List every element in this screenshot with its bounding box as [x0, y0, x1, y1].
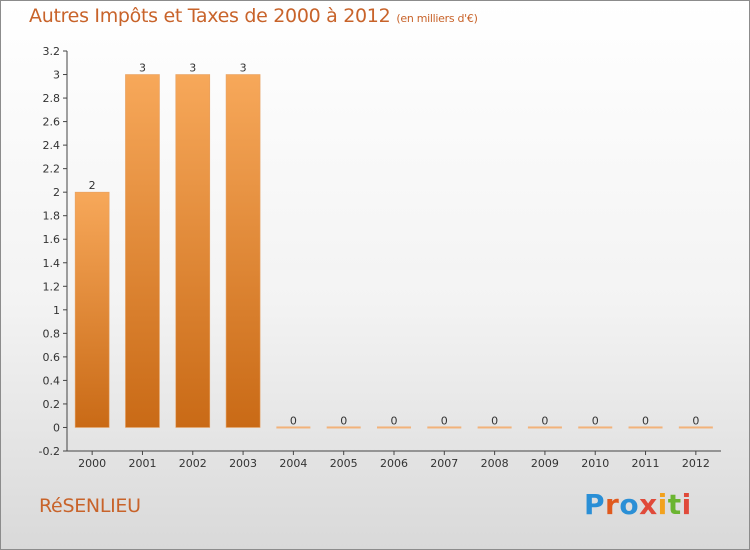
logo-letter: t: [667, 488, 682, 521]
x-tick-label: 2001: [128, 457, 156, 470]
commune-name: RéSENLIEU: [39, 495, 141, 517]
x-tick-label: 2011: [632, 457, 660, 470]
x-tick-label: 2002: [179, 457, 207, 470]
x-tick-label: 2003: [229, 457, 257, 470]
y-tick-label: 0: [53, 421, 60, 434]
y-tick-label: 1: [53, 304, 60, 317]
chart-title: Autres Impôts et Taxes de 2000 à 2012 (en…: [29, 5, 478, 27]
y-tick-label: 0.8: [43, 327, 61, 340]
chart-title-text: Autres Impôts et Taxes de 2000 à 2012: [29, 5, 391, 27]
chart-axes: -0.2 0 0.2 0.4 0.6 0.8 1 1.2 1.4 1.6 1.8 2 2.2 2.4 2.6…: [39, 45, 721, 470]
value-label-2009: 0: [541, 414, 548, 427]
value-label-2006: 0: [391, 414, 398, 427]
x-tick-label: 2008: [481, 457, 509, 470]
logo-letter: r: [605, 488, 620, 521]
bar-2012: [678, 426, 713, 429]
y-tick-label: 3: [53, 69, 60, 82]
x-tick-label: 2004: [279, 457, 307, 470]
y-tick-label: 2.2: [43, 163, 61, 176]
x-tick-label: 2012: [682, 457, 710, 470]
chart-bars: [74, 74, 713, 429]
bar-2006: [377, 426, 411, 429]
value-label-2011: 0: [642, 414, 649, 427]
bar-2003: [225, 74, 261, 428]
value-label-2008: 0: [491, 414, 498, 427]
y-tick-label: 1.6: [43, 233, 61, 246]
bar-2009: [527, 426, 562, 429]
bar-2004: [276, 426, 311, 429]
x-tick-label: 2009: [531, 457, 559, 470]
chart-value-labels: 2 3 3 3 0 0 0 0 0 0 0 0 0: [89, 62, 700, 428]
logo-letter: i: [681, 488, 692, 521]
proxiti-logo: Proxiti: [584, 488, 692, 521]
y-tick-label: 3.2: [43, 45, 61, 58]
bar-2008: [477, 426, 512, 429]
logo-letter: P: [584, 488, 606, 521]
value-label-2002: 3: [189, 62, 196, 75]
y-tick-label: 2.4: [43, 139, 61, 152]
y-tick-label: 0.4: [43, 374, 61, 387]
value-label-2012: 0: [692, 414, 699, 427]
value-label-2000: 2: [89, 179, 96, 192]
y-tick-label: 1.4: [43, 257, 61, 270]
logo-letter: i: [657, 488, 668, 521]
bar-2005: [326, 426, 361, 429]
bar-2007: [427, 426, 462, 429]
x-tick-label: 2005: [330, 457, 358, 470]
bar-2001: [125, 74, 160, 428]
value-label-2004: 0: [290, 414, 297, 427]
y-tick-label: 0.2: [43, 398, 61, 411]
y-tick-label: 2: [53, 186, 60, 199]
y-tick-label: 1.8: [43, 210, 61, 223]
value-label-2005: 0: [340, 414, 347, 427]
x-tick-label: 2007: [430, 457, 458, 470]
bar-2010: [578, 426, 613, 429]
x-tick-label: 2006: [380, 457, 408, 470]
value-label-2010: 0: [592, 414, 599, 427]
logo-letter: o: [619, 488, 640, 521]
y-tick-label: -0.2: [39, 445, 60, 458]
value-label-2003: 3: [240, 62, 247, 75]
x-tick-label: 2010: [581, 457, 609, 470]
chart-title-unit: (en milliers d'€): [396, 12, 478, 25]
value-label-2001: 3: [139, 62, 146, 75]
bar-2011: [628, 426, 663, 429]
bar-2000: [74, 191, 110, 428]
y-tick-label: 0.6: [43, 351, 61, 364]
bar-2002: [175, 74, 211, 428]
y-tick-label: 1.2: [43, 280, 61, 293]
y-tick-label: 2.8: [43, 92, 61, 105]
value-label-2007: 0: [441, 414, 448, 427]
logo-letter: x: [639, 488, 658, 521]
x-tick-label: 2000: [78, 457, 106, 470]
y-tick-label: 2.6: [43, 116, 61, 129]
